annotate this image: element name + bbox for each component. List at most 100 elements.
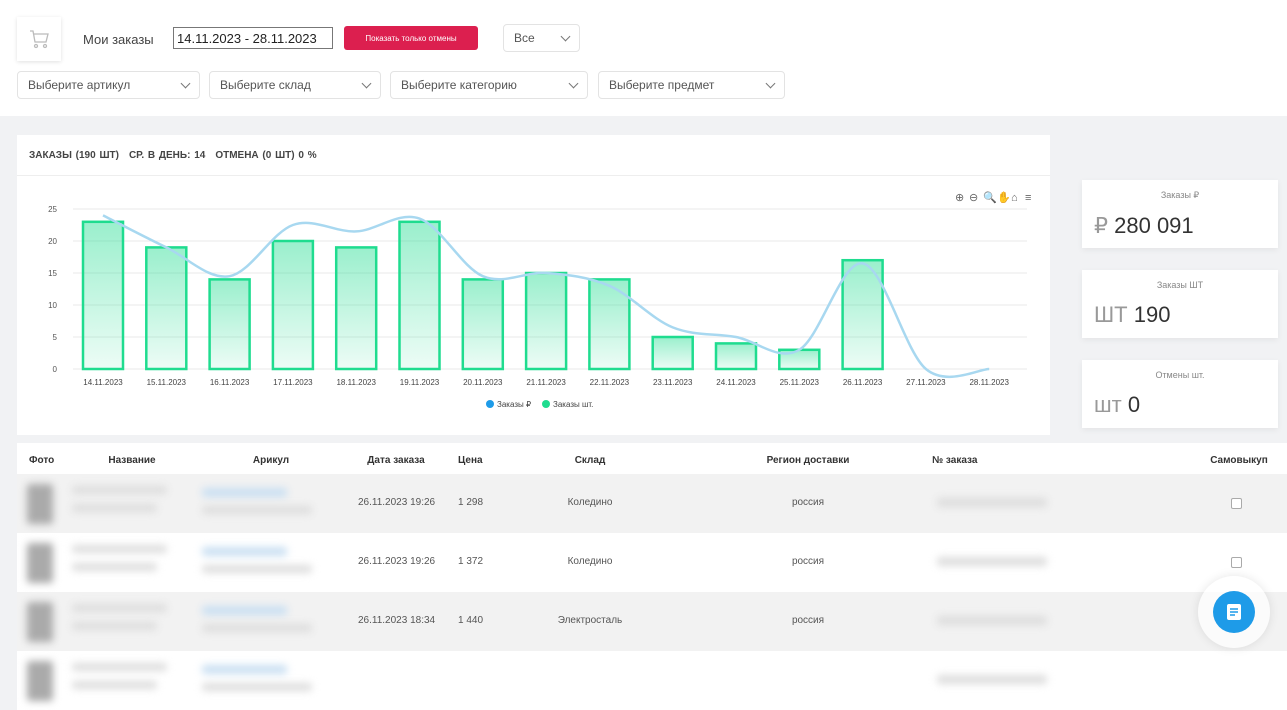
bar[interactable] [461, 278, 505, 371]
column-header[interactable]: Дата заказа [367, 455, 425, 466]
bar[interactable] [651, 335, 694, 371]
delivery-region: россия [791, 497, 825, 508]
product-name [72, 545, 167, 553]
delivery-region: россия [791, 556, 825, 567]
kpi-currency: шт [1094, 392, 1122, 417]
bar[interactable] [398, 220, 441, 371]
kpi-number: 280 091 [1114, 213, 1194, 238]
y-tick-label: 20 [48, 237, 57, 246]
article-link[interactable] [202, 665, 287, 674]
orders-chart: 0 5 10 15 20 25 14.11.2023 15.11.2023 16.11.2023… [48, 190, 1031, 409]
self-purchase-checkbox[interactable] [1231, 557, 1242, 568]
chevron-down-icon [361, 78, 372, 88]
orders-table: Фото Название Арикул Дата заказа Цена Склад Ре… [17, 443, 1287, 710]
feedback-button[interactable] [1198, 576, 1270, 648]
column-header[interactable]: Самовыкуп [1210, 455, 1268, 466]
category-select[interactable]: Выберите категорию [390, 71, 588, 99]
kpi-currency: ₽ [1094, 213, 1108, 238]
cart-button[interactable] [17, 17, 61, 61]
bar[interactable] [714, 342, 758, 371]
y-tick-label: 10 [48, 301, 57, 310]
column-header[interactable]: Название [108, 455, 156, 466]
menu-icon[interactable]: ≡ [1025, 192, 1031, 204]
kpi-card: Заказы ₽ ₽ 280 091 [1082, 180, 1278, 248]
subject-select-placeholder: Выберите предмет [609, 78, 715, 92]
product-name-sub [72, 622, 157, 630]
article-link[interactable] [202, 606, 287, 615]
table-row[interactable] [17, 651, 1287, 710]
kpi-value: ШТ 190 [1094, 302, 1278, 328]
column-header[interactable]: Регион доставки [766, 455, 850, 466]
bar[interactable] [208, 278, 251, 371]
self-purchase-checkbox[interactable] [1231, 498, 1242, 509]
warehouse-select[interactable]: Выберите склад [209, 71, 381, 99]
status-select[interactable]: Все [503, 24, 580, 52]
article-link[interactable] [202, 488, 287, 497]
column-header[interactable]: № заказа [932, 455, 978, 466]
order-number [937, 616, 1047, 625]
table-row[interactable]: 26.11.2023 19:26 1 298 Коледино россия [17, 474, 1287, 533]
summary-bar: ЗАКАЗЫ (190 ШТ) СР. В ДЕНЬ: 14 ОТМЕНА (0 Ш… [17, 135, 1050, 176]
bar[interactable] [841, 258, 884, 371]
bar[interactable] [334, 246, 378, 371]
warehouse: Коледино [567, 556, 613, 567]
show-cancellations-button[interactable]: Показать только отмены [344, 26, 478, 50]
kpi-card: Заказы ШТ ШТ 190 [1082, 270, 1278, 338]
delivery-region: россия [791, 615, 825, 626]
product-photo [27, 484, 53, 524]
bar[interactable] [271, 239, 315, 371]
article-select[interactable]: Выберите артикул [17, 71, 200, 99]
price: 1 372 [458, 556, 484, 567]
product-name-sub [72, 563, 157, 571]
order-date: 26.11.2023 19:26 [358, 497, 436, 508]
kpi-currency: ШТ [1094, 302, 1128, 327]
bar[interactable] [524, 271, 568, 371]
chart-card: ЗАКАЗЫ (190 ШТ) СР. В ДЕНЬ: 14 ОТМЕНА (0 Ш… [17, 135, 1050, 435]
legend-label[interactable]: Заказы ₽ [497, 400, 531, 409]
chevron-down-icon [560, 31, 571, 41]
column-header[interactable]: Фото [29, 455, 55, 466]
legend-marker [486, 400, 494, 408]
order-date: 26.11.2023 19:26 [358, 556, 436, 567]
page-title: Мои заказы [83, 32, 154, 47]
date-range-input[interactable]: 14.11.2023 - 28.11.2023 [173, 27, 333, 49]
warehouse: Электросталь [557, 615, 623, 626]
document-icon [1227, 604, 1241, 620]
bar[interactable] [145, 246, 188, 371]
subject-select[interactable]: Выберите предмет [598, 71, 785, 99]
kpi-label: Заказы ШТ [1156, 280, 1204, 290]
x-tick-label: 20.11.2023 [463, 378, 503, 387]
pan-hand-icon[interactable]: ✋ [997, 191, 1011, 204]
article-select-placeholder: Выберите артикул [28, 78, 131, 92]
x-tick-label: 17.11.2023 [273, 378, 313, 387]
kpi-number: 0 [1127, 392, 1141, 417]
column-header[interactable]: Арикул [252, 455, 290, 466]
column-header[interactable]: Цена [458, 455, 483, 466]
table-row[interactable]: 26.11.2023 18:34 1 440 Электросталь росс… [17, 592, 1287, 651]
legend-label[interactable]: Заказы шт. [553, 400, 593, 409]
x-tick-label: 15.11.2023 [147, 378, 187, 387]
article-link[interactable] [202, 547, 287, 556]
product-name [72, 604, 167, 612]
kpi-label: Заказы ₽ [1160, 190, 1200, 200]
home-icon[interactable]: ⌂ [1011, 192, 1018, 204]
chevron-down-icon [568, 78, 579, 88]
table-row[interactable]: 26.11.2023 19:26 1 372 Коледино россия [17, 533, 1287, 592]
zoom-out-icon[interactable]: ⊖ [969, 192, 978, 204]
bar[interactable] [81, 220, 125, 371]
x-tick-label: 19.11.2023 [400, 378, 440, 387]
chevron-down-icon [765, 78, 776, 88]
order-number [937, 675, 1047, 684]
warehouse-select-placeholder: Выберите склад [220, 78, 311, 92]
cancel-summary: ОТМЕНА (0 ШТ) 0 % [215, 150, 317, 161]
cart-icon [30, 30, 49, 49]
x-tick-label: 28.11.2023 [969, 378, 1009, 387]
product-name [72, 663, 167, 671]
order-number [937, 557, 1047, 566]
zoom-in-icon[interactable]: ⊕ [955, 192, 964, 204]
column-header[interactable]: Склад [574, 455, 606, 466]
y-tick-label: 0 [53, 365, 58, 374]
search-zoom-icon[interactable]: 🔍 [983, 190, 997, 204]
legend-marker [542, 400, 550, 408]
price: 1 440 [458, 615, 484, 626]
